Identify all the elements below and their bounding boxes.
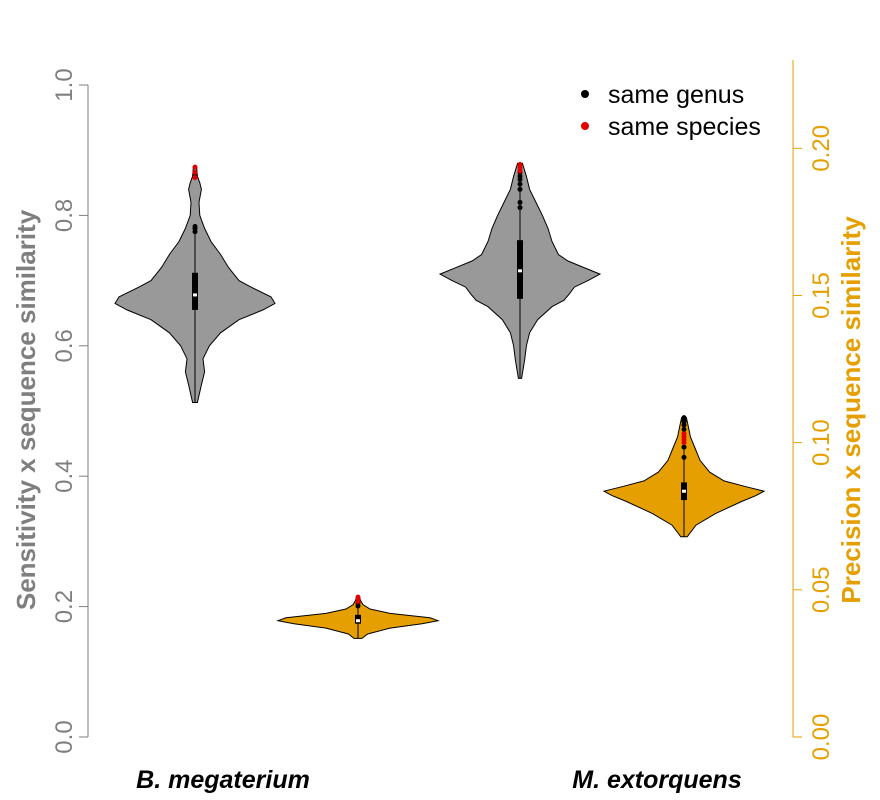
right-tick-label: 0.15 (808, 272, 835, 319)
same-species-point (192, 164, 198, 170)
legend-label-same-species: same species (608, 113, 761, 141)
left-tick-label: 0.4 (51, 460, 78, 493)
left-tick-label: 0.2 (51, 590, 78, 623)
legend-marker-same-species (581, 122, 589, 130)
right-tick-label: 0.00 (808, 714, 835, 761)
sensitivity-violin-m-extorquens (438, 162, 602, 379)
same-genus-point (517, 173, 523, 179)
same-genus-point (681, 415, 687, 421)
right-y-axis: 0.00 0.05 0.10 0.15 0.20 (792, 60, 835, 761)
violin-iqr-box (192, 272, 198, 310)
same-genus-point (517, 205, 523, 211)
violin-median (518, 269, 522, 273)
category-label-m-extorquens: M. extorquens (572, 766, 742, 794)
right-tick-label: 0.10 (808, 419, 835, 466)
violin-median (682, 489, 686, 493)
left-y-axis: 0.0 0.2 0.4 0.6 0.8 1.0 (51, 68, 89, 754)
same-species-point (192, 169, 198, 175)
same-genus-point (192, 223, 198, 229)
legend-marker-same-genus (581, 90, 589, 98)
same-genus-point (517, 199, 523, 205)
left-tick-label: 0.8 (51, 199, 78, 232)
same-species-point (681, 431, 687, 437)
same-genus-point (681, 426, 687, 432)
legend: same genus same species (581, 81, 761, 141)
violin-median (356, 619, 360, 623)
category-label-b-megaterium: B. megaterium (136, 766, 310, 794)
precision-violin-m-extorquens (602, 415, 766, 538)
same-genus-point (681, 454, 687, 460)
same-genus-point (517, 186, 523, 192)
sensitivity-violin-b-megaterium (114, 164, 276, 403)
precision-violin-b-megaterium (276, 594, 440, 639)
right-tick-label: 0.20 (808, 125, 835, 172)
legend-label-same-genus: same genus (608, 81, 744, 109)
same-genus-point (681, 444, 687, 450)
right-y-axis-label: Precision x sequence similarity (836, 216, 866, 604)
left-tick-label: 1.0 (51, 68, 78, 101)
same-species-point (192, 175, 198, 181)
left-tick-label: 0.6 (51, 329, 78, 362)
right-tick-label: 0.05 (808, 566, 835, 613)
same-species-point (517, 162, 523, 168)
violins (114, 162, 766, 639)
same-genus-point (517, 181, 523, 187)
violin-median (193, 293, 197, 297)
same-species-point (355, 594, 361, 600)
left-y-axis-label: Sensitivity x sequence similarity (11, 209, 41, 610)
left-tick-label: 0.0 (51, 720, 78, 753)
